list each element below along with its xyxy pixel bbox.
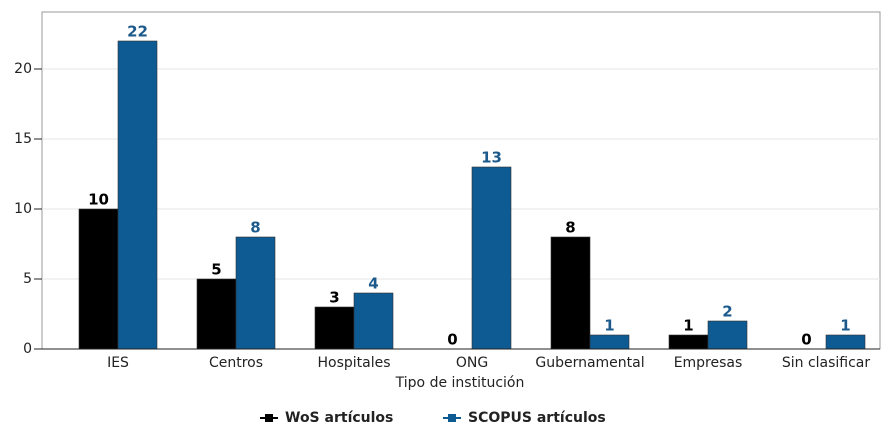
- bar: [117, 40, 158, 350]
- value-label: 8: [250, 219, 260, 237]
- value-label: 3: [329, 289, 339, 307]
- y-tick-label: 20: [14, 61, 32, 77]
- value-label: 22: [127, 23, 148, 41]
- bar: [707, 320, 748, 350]
- x-axis-title: Tipo de institución: [395, 375, 525, 391]
- x-tick-label: ONG: [456, 355, 488, 371]
- bar: [668, 334, 709, 350]
- value-label: 10: [88, 191, 109, 209]
- legend-label: WoS artículos: [285, 410, 393, 426]
- bar: [235, 236, 276, 350]
- y-tick-label: 5: [23, 271, 32, 287]
- bar: [78, 208, 119, 350]
- bar: [353, 292, 394, 350]
- value-label: 13: [481, 149, 502, 167]
- value-label: 4: [368, 275, 378, 293]
- bar: [314, 306, 355, 350]
- plot-frame: [41, 11, 881, 350]
- x-tick-label: Hospitales: [317, 355, 390, 371]
- bar: [196, 278, 237, 350]
- y-tick-label: 15: [14, 131, 32, 147]
- bar: [589, 334, 630, 350]
- legend-label: SCOPUS artículos: [468, 410, 606, 426]
- x-tick-label: Gubernamental: [535, 355, 644, 371]
- value-label: 2: [722, 303, 732, 321]
- y-tick-label: 0: [23, 341, 32, 357]
- x-tick-label: Empresas: [674, 355, 743, 371]
- x-tick-label: Sin clasificar: [782, 355, 871, 371]
- value-label: 0: [447, 331, 457, 349]
- value-label: 1: [604, 317, 614, 335]
- legend-swatch: [265, 414, 273, 422]
- bar: [471, 166, 512, 350]
- x-tick-label: IES: [107, 355, 129, 371]
- x-tick-label: Centros: [209, 355, 263, 371]
- value-label: 1: [840, 317, 850, 335]
- value-label: 8: [565, 219, 575, 237]
- legend-swatch: [448, 414, 456, 422]
- bar: [825, 334, 866, 350]
- value-label: 1: [683, 317, 693, 335]
- bar: [550, 236, 591, 350]
- value-label: 0: [801, 331, 811, 349]
- y-tick-label: 10: [14, 201, 32, 217]
- value-label: 5: [211, 261, 221, 279]
